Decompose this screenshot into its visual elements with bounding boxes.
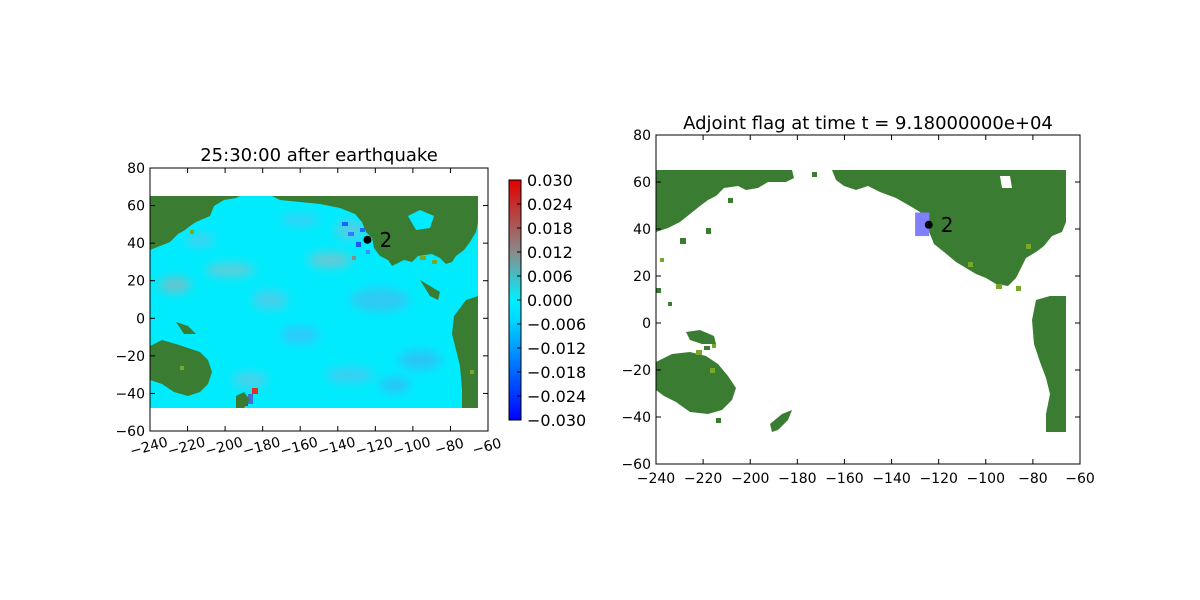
wave-texture (159, 214, 442, 393)
y-tick-label: −20 (115, 349, 145, 365)
colorbar-tick-label: −0.024 (527, 387, 586, 406)
x-tick-label: −60 (1065, 471, 1095, 487)
left-gauge: 2 (363, 228, 392, 252)
left-panel: 25:30:00 after earthquake (115, 145, 586, 460)
y-tick-label: 0 (136, 311, 145, 327)
left-axes-frame (149, 167, 489, 432)
y-tick-label: 60 (127, 199, 145, 215)
x-tick-label: −200 (731, 471, 769, 487)
y-tick-label: −40 (621, 410, 651, 426)
colorbar-tick-label: −0.030 (527, 411, 586, 430)
y-tick-label: −60 (621, 457, 651, 473)
gauge-label: 2 (941, 213, 954, 237)
gauge-marker (363, 235, 372, 244)
x-tick-label: −120 (919, 471, 957, 487)
y-tick-label: 40 (127, 236, 145, 252)
x-tick-label: −220 (166, 434, 207, 459)
colorbar-tick-label: −0.006 (527, 315, 586, 334)
x-tick-label: −180 (241, 434, 282, 459)
x-tick-label: −80 (1018, 471, 1048, 487)
colorbar-tick-label: 0.018 (527, 219, 573, 238)
colorbar-ticks: −0.030 −0.024 −0.018 −0.012 −0.006 0.000 0.006… (517, 171, 586, 430)
adjoint-flag-region (915, 212, 930, 237)
land-right-highlights (660, 244, 1031, 373)
right-axes-ticks: −240 −220 −200 −180 −160 −140 −120 −100 −80 −60−6… (621, 128, 1094, 487)
right-axes-frame (655, 134, 1081, 465)
left-panel-title: 25:30:00 after earthquake (200, 145, 438, 166)
right-gauge: 2 (924, 213, 954, 237)
colorbar-tick-label: 0.012 (527, 243, 573, 262)
x-tick-label: −140 (872, 471, 910, 487)
y-tick-label: 60 (633, 175, 651, 191)
y-tick-label: 80 (127, 161, 145, 177)
colorbar-tick-label: −0.012 (527, 339, 586, 358)
gauge-marker (924, 220, 933, 229)
x-tick-label: −220 (684, 471, 722, 487)
y-tick-label: 20 (127, 274, 145, 290)
y-tick-label: 20 (633, 269, 651, 285)
right-panel-title: Adjoint flag at time t = 9.18000000e+04 (683, 113, 1053, 134)
colorbar: −0.030 −0.024 −0.018 −0.012 −0.006 0.000 0.006… (508, 171, 586, 430)
colorbar-tick-label: 0.024 (527, 195, 573, 214)
scattered-islands (656, 172, 817, 423)
colorbar-tick-label: −0.018 (527, 363, 586, 382)
colorbar-tick-label: 0.030 (527, 171, 573, 190)
x-tick-label: −200 (203, 434, 244, 459)
gauge-label: 2 (379, 228, 392, 252)
x-tick-label: −80 (433, 436, 466, 459)
right-panel: Adjoint flag at time t = 9.18000000e+04 (621, 113, 1094, 487)
land-highlights (180, 230, 474, 374)
y-tick-label: −40 (115, 386, 145, 402)
y-tick-label: 0 (642, 316, 651, 332)
x-tick-label: −100 (391, 434, 432, 459)
x-tick-label: −60 (471, 436, 504, 459)
x-tick-label: −240 (637, 471, 675, 487)
x-tick-label: −160 (279, 434, 320, 459)
x-tick-label: −100 (967, 471, 1005, 487)
x-tick-label: −140 (316, 434, 357, 459)
colorbar-tick-label: 0.006 (527, 267, 573, 286)
y-tick-label: −20 (621, 363, 651, 379)
land-right (656, 170, 1066, 432)
y-tick-label: 40 (633, 222, 651, 238)
y-tick-label: −60 (115, 424, 145, 440)
x-tick-label: −180 (778, 471, 816, 487)
x-tick-label: −120 (354, 434, 395, 459)
x-tick-label: −160 (825, 471, 863, 487)
y-tick-label: 80 (633, 128, 651, 144)
colorbar-tick-label: 0.000 (527, 291, 573, 310)
